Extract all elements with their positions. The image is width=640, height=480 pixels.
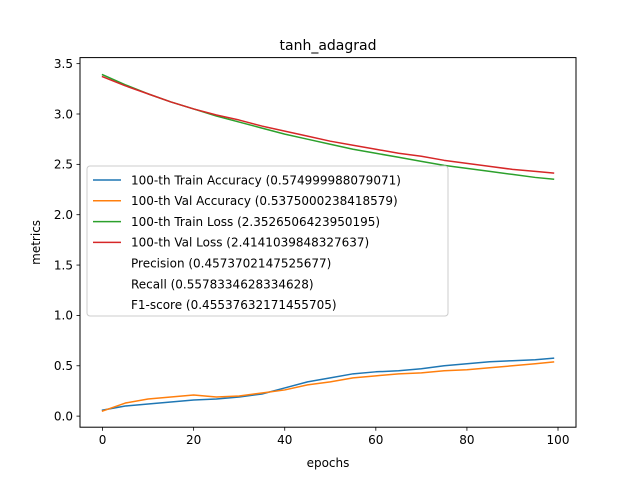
legend-label: 100-th Train Loss (2.3526506423950195)	[131, 215, 380, 229]
y-tick-label: 3.0	[54, 107, 73, 121]
plot-lines	[101, 73, 555, 413]
legend-box	[86, 165, 449, 317]
x-tick-label: 40	[277, 433, 292, 447]
y-tick-label: 0.5	[54, 359, 73, 373]
legend-label: Recall (0.5578334628334628)	[131, 277, 314, 291]
y-axis-ticks: 0.0 0.5 1.0 1.5 2.0 2.5 3.0 3.5	[54, 57, 80, 423]
series-line-1	[101, 361, 555, 413]
legend-label: F1-score (0.45537632171455705)	[131, 298, 337, 312]
legend-label: 100-th Val Loss (2.4141039848327637)	[131, 236, 369, 250]
y-tick-label: 2.5	[54, 158, 73, 172]
x-tick-label: 100	[547, 433, 570, 447]
series-line-0	[101, 357, 555, 411]
x-tick-label: 0	[99, 433, 107, 447]
series-line-2	[101, 73, 555, 180]
series-line-3	[101, 75, 555, 174]
y-tick-label: 1.5	[54, 258, 73, 272]
legend: 100-th Train Accuracy (0.574999988079071…	[86, 165, 449, 317]
x-axis-label: epochs	[307, 456, 350, 470]
x-axis-ticks: 0 20 40 60 80 100	[99, 427, 570, 447]
x-tick-label: 20	[186, 433, 201, 447]
plot-frame	[79, 57, 577, 428]
legend-label: Precision (0.4573702147525677)	[131, 257, 331, 271]
legend-label: 100-th Train Accuracy (0.574999988079071…	[131, 173, 401, 187]
x-tick-label: 60	[368, 433, 383, 447]
y-axis-label: metrics	[29, 220, 43, 265]
legend-label: 100-th Val Accuracy (0.5375000238418579)	[131, 194, 398, 208]
y-tick-label: 0.0	[54, 409, 73, 423]
chart-title: tanh_adagrad	[280, 38, 377, 54]
y-tick-label: 1.0	[54, 309, 73, 323]
y-tick-label: 2.0	[54, 208, 73, 222]
y-tick-label: 3.5	[54, 57, 73, 71]
x-tick-label: 80	[459, 433, 474, 447]
